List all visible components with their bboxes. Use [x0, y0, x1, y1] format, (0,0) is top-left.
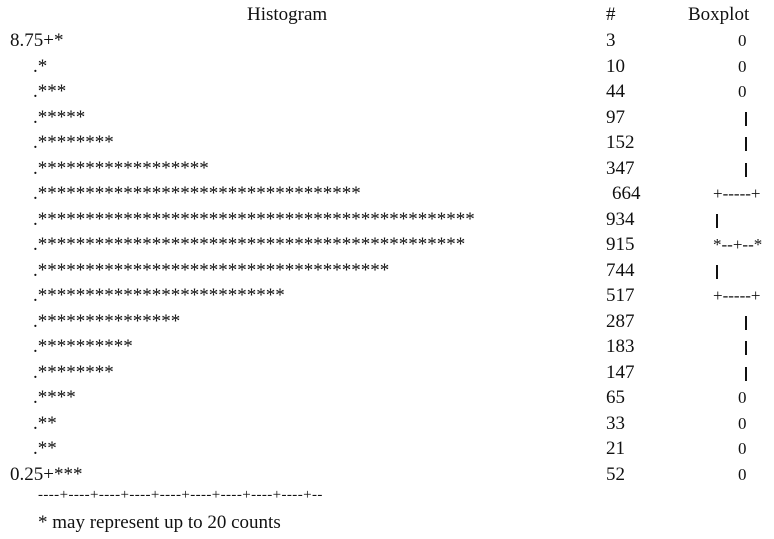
histogram-bar: .****************** — [33, 157, 209, 179]
histogram-bar: .***************************************… — [33, 208, 475, 230]
bin-count: 33 — [606, 412, 625, 434]
bin-count: 65 — [606, 387, 625, 408]
outlier-marker: 0 — [738, 82, 747, 101]
bin-count: 934 — [606, 208, 635, 230]
outlier-marker: 0 — [738, 388, 747, 407]
whisker-segment — [745, 162, 747, 177]
bin-count: 744 — [606, 259, 635, 281]
outlier-marker: 0 — [738, 56, 747, 76]
bin-count: 44 — [606, 81, 625, 102]
whisker-segment — [745, 341, 747, 355]
bin-count: 664 — [612, 183, 641, 204]
bin-count: 97 — [606, 106, 625, 128]
box-edge — [716, 264, 718, 279]
histogram-axis-line: ----+----+----+----+----+----+----+----+… — [38, 487, 323, 503]
bin-count: 147 — [606, 361, 635, 383]
histogram-bar: .******** — [33, 361, 114, 383]
outlier-marker: 0 — [738, 413, 747, 433]
bin-count: 287 — [606, 310, 635, 332]
outlier-marker: 0 — [738, 439, 747, 458]
histogram-bar: .***************************************… — [33, 234, 466, 255]
whisker-segment — [745, 315, 747, 330]
whisker-segment — [745, 137, 747, 151]
histogram-bar: .********** — [33, 336, 133, 357]
histogram-bar: 0.25+*** — [10, 463, 83, 485]
histogram-bar: .** — [33, 412, 57, 434]
outlier-marker: 0 — [738, 31, 747, 50]
box-symbol: +-----+ — [713, 184, 761, 203]
histogram-bar: .***** — [33, 106, 86, 128]
box-edge — [716, 213, 718, 228]
histogram-title: Histogram — [247, 4, 328, 25]
histogram-bar: .*** — [33, 81, 67, 102]
histogram-bar: .* — [33, 55, 48, 77]
box-symbol: +-----+ — [713, 286, 761, 305]
histogram-bar: .*************** — [33, 310, 181, 332]
whisker-segment — [745, 366, 747, 381]
bin-count: 347 — [606, 157, 635, 179]
bin-count: 52 — [606, 463, 625, 485]
bin-count: 183 — [606, 336, 635, 357]
histogram-bar: .**** — [33, 387, 76, 408]
boxplot-title: Boxplot — [688, 4, 750, 25]
bin-count: 152 — [606, 132, 635, 153]
histogram-bar: .************************************* — [33, 259, 390, 281]
bin-count: 915 — [606, 234, 635, 255]
outlier-marker: 0 — [738, 464, 747, 484]
count-header: # — [606, 4, 616, 25]
histogram-bar: .************************** — [33, 285, 285, 306]
bin-count: 21 — [606, 438, 625, 459]
bin-count: 3 — [606, 30, 616, 51]
histogram-bar: .******** — [33, 132, 114, 153]
bin-count: 517 — [606, 285, 635, 306]
histogram-bar: 8.75+* — [10, 30, 64, 51]
whisker-segment — [745, 111, 747, 126]
bin-count: 10 — [606, 55, 625, 77]
box-symbol: *--+--* — [713, 235, 763, 254]
histogram-bar: .** — [33, 438, 57, 459]
scale-footnote: * may represent up to 20 counts — [38, 512, 281, 533]
histogram-bar: .********************************** — [33, 183, 361, 204]
